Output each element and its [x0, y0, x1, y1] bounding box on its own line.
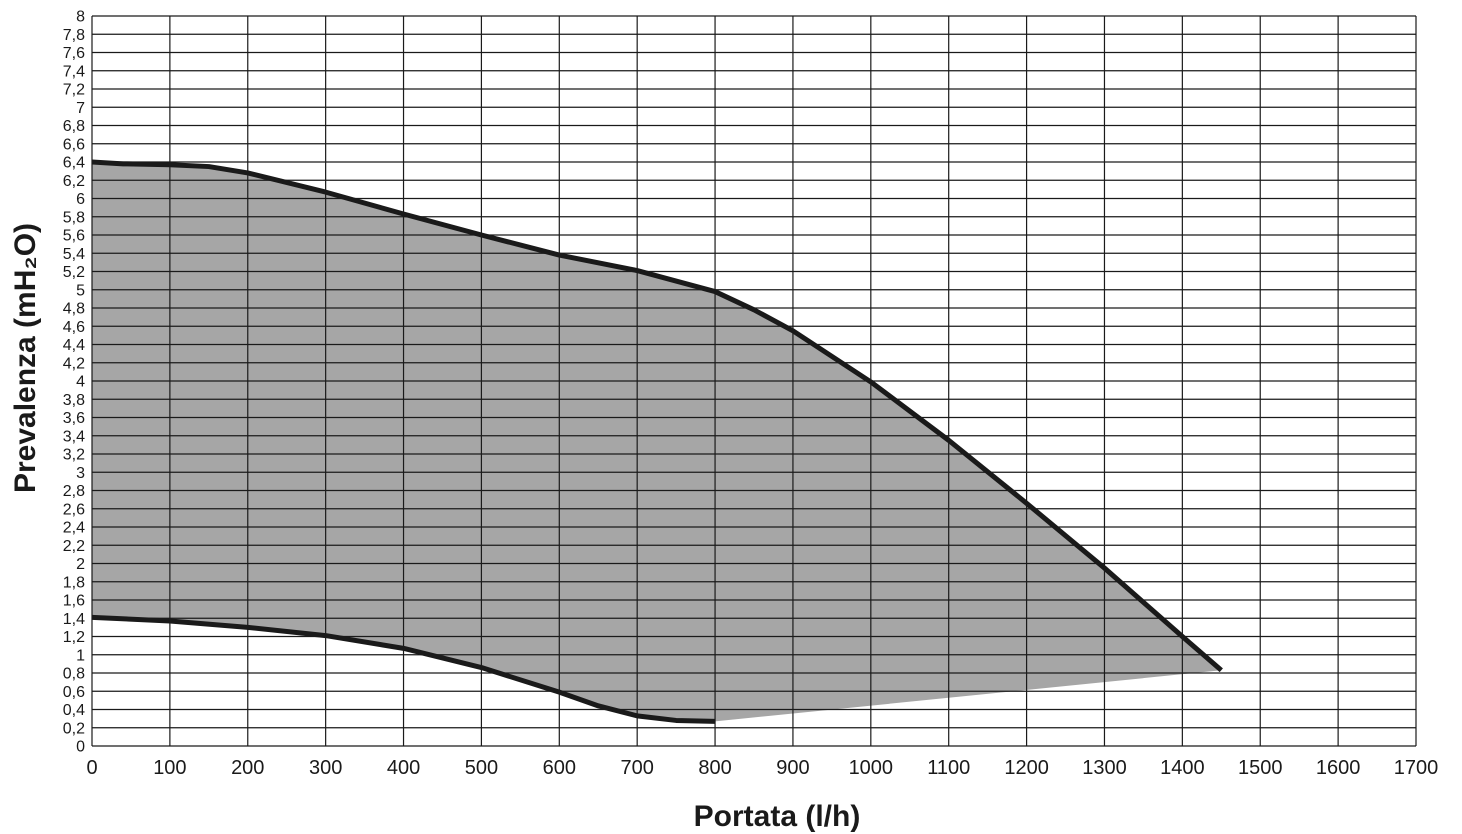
y-tick-label: 4	[76, 374, 85, 391]
x-tick-label: 400	[387, 757, 420, 779]
x-tick-label: 1200	[1004, 757, 1049, 779]
x-axis-title: Portata (l/h)	[694, 800, 861, 833]
x-tick-label: 200	[231, 757, 264, 779]
y-tick-label: 0,6	[63, 684, 85, 701]
y-tick-label: 7,4	[63, 63, 85, 80]
y-tick-label: 5,8	[63, 209, 85, 226]
y-tick-label: 2	[76, 556, 85, 573]
y-tick-label: 6,4	[63, 155, 85, 172]
y-tick-label: 2,6	[63, 501, 85, 518]
operating-area-fill	[92, 162, 1222, 722]
y-tick-label: 5,4	[63, 246, 85, 263]
y-tick-label: 1	[76, 647, 85, 664]
y-tick-label: 5,2	[63, 264, 85, 281]
y-tick-label: 3,8	[63, 392, 85, 409]
y-tick-label: 2,8	[63, 483, 85, 500]
y-tick-label: 5,6	[63, 228, 85, 245]
y-tick-label: 0,8	[63, 666, 85, 683]
y-tick-label: 7,8	[63, 27, 85, 44]
y-tick-label: 8	[76, 9, 85, 26]
y-tick-label: 3,6	[63, 410, 85, 427]
y-tick-label: 3	[76, 465, 85, 482]
y-tick-label: 1,2	[63, 629, 85, 646]
y-tick-label: 7	[76, 100, 85, 117]
x-tick-label: 1600	[1316, 757, 1361, 779]
x-tick-label: 1000	[849, 757, 894, 779]
min-curve-line	[91, 614, 716, 724]
x-tick-label: 1400	[1160, 757, 1205, 779]
y-tick-label: 1,4	[63, 611, 85, 628]
x-tick-label: 1700	[1394, 757, 1439, 779]
y-tick-label: 4,8	[63, 301, 85, 318]
y-tick-label: 7,6	[63, 45, 85, 62]
x-tick-label: 600	[543, 757, 576, 779]
y-tick-label: 1,6	[63, 593, 85, 610]
x-tick-label: 0	[86, 757, 97, 779]
y-tick-label: 6,6	[63, 136, 85, 153]
y-tick-label: 7,2	[63, 82, 85, 99]
max-curve-line	[91, 159, 1223, 673]
y-tick-label: 0	[76, 739, 85, 756]
y-tick-label: 3,4	[63, 428, 85, 445]
x-tick-label: 900	[776, 757, 809, 779]
y-tick-label: 3,2	[63, 447, 85, 464]
y-tick-label: 6,2	[63, 173, 85, 190]
y-tick-label: 2,4	[63, 520, 85, 537]
x-tick-label: 300	[309, 757, 342, 779]
x-tick-label: 1300	[1082, 757, 1127, 779]
y-tick-label: 0,4	[63, 702, 85, 719]
x-tick-label: 100	[153, 757, 186, 779]
x-tick-label: 500	[465, 757, 498, 779]
y-tick-label: 4,4	[63, 337, 85, 354]
y-tick-label: 5	[76, 282, 85, 299]
y-tick-label: 2,2	[63, 538, 85, 555]
y-tick-label: 4,6	[63, 319, 85, 336]
x-tick-label: 700	[620, 757, 653, 779]
x-tick-label: 800	[698, 757, 731, 779]
y-tick-label: 1,8	[63, 574, 85, 591]
y-tick-label: 6	[76, 191, 85, 208]
y-tick-label: 4,2	[63, 355, 85, 372]
x-tick-label: 1500	[1238, 757, 1283, 779]
y-axis-title: Prevalenza (mH₂O)	[9, 223, 42, 493]
x-tick-label: 1100	[927, 757, 970, 779]
y-tick-label: 6,8	[63, 118, 85, 135]
y-tick-label: 0,2	[63, 720, 85, 737]
